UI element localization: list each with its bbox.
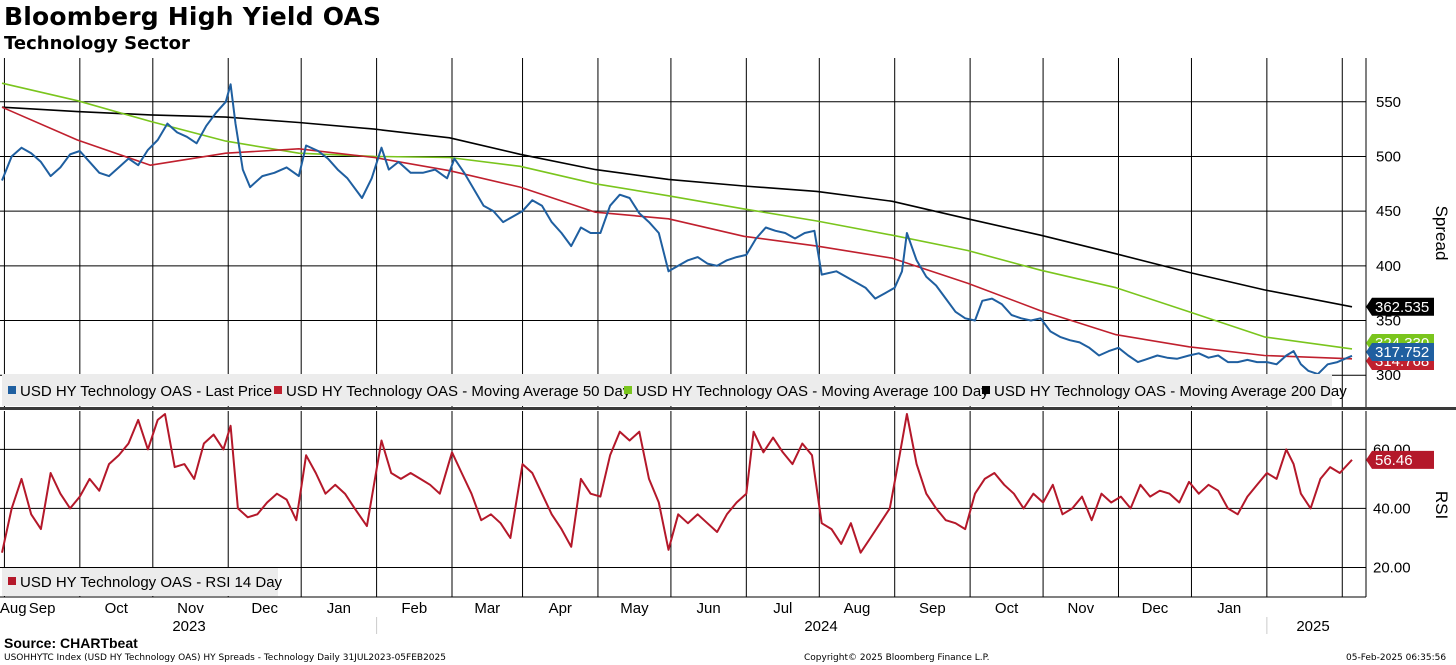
rsi-plot-area xyxy=(0,411,1366,597)
x-tick-label: Dec xyxy=(251,600,278,617)
series-line xyxy=(1,83,1353,376)
legend-swatch xyxy=(8,577,16,585)
x-tick-label: Apr xyxy=(549,600,572,617)
y-tick-label: 550 xyxy=(1376,94,1401,111)
chart-subtitle: Technology Sector xyxy=(4,33,190,54)
y-tick-label: 400 xyxy=(1376,258,1401,275)
timestamp-label: 05-Feb-2025 06:35:56 xyxy=(1346,653,1447,663)
x-tick-label: Mar xyxy=(474,600,500,617)
value-badge-label: 56.46 xyxy=(1375,452,1413,469)
legend-label: USD HY Technology OAS - Last Price xyxy=(20,383,272,400)
legend-label: USD HY Technology OAS - Moving Average 5… xyxy=(286,383,631,400)
x-tick-label: Aug xyxy=(0,600,27,617)
y-axis-title: RSI xyxy=(1432,491,1451,519)
x-tick-label: Aug xyxy=(844,600,871,617)
value-badge xyxy=(1366,343,1434,361)
y-tick-label: 40.00 xyxy=(1373,500,1411,517)
main-legend-box xyxy=(2,374,1332,406)
legend-swatch xyxy=(274,386,282,394)
legend-swatch xyxy=(982,386,990,394)
year-label: 2023 xyxy=(172,618,205,635)
value-badge xyxy=(1366,297,1434,316)
panel-separator xyxy=(0,407,1456,410)
legend-label: USD HY Technology OAS - Moving Average 1… xyxy=(636,383,989,400)
x-tick-label: Jul xyxy=(773,600,792,617)
index-description: USOHHYTC Index (USD HY Technology OAS) H… xyxy=(4,653,446,663)
year-label: 2025 xyxy=(1296,618,1329,635)
rsi-legend-box xyxy=(2,568,278,596)
series-line xyxy=(1,106,1353,308)
y-axis-title: Spread xyxy=(1432,206,1451,261)
x-tick-label: Feb xyxy=(401,600,427,617)
x-tick-label: Sep xyxy=(29,600,56,617)
x-tick-label: Oct xyxy=(995,600,1019,617)
series-line xyxy=(1,106,1353,360)
y-tick-label: 500 xyxy=(1376,148,1401,165)
year-label: 2024 xyxy=(804,618,837,635)
y-tick-label: 300 xyxy=(1376,367,1401,384)
y-tick-label: 20.00 xyxy=(1373,559,1411,576)
x-tick-label: Jan xyxy=(1217,600,1241,617)
legend-swatch xyxy=(624,386,632,394)
x-tick-label: Jun xyxy=(697,600,721,617)
y-tick-label: 350 xyxy=(1376,313,1401,330)
source-label: Source: CHARTbeat xyxy=(4,635,138,651)
x-tick-label: Nov xyxy=(177,600,204,617)
value-badge xyxy=(1366,450,1434,469)
x-tick-label: May xyxy=(620,600,649,617)
y-tick-label: 450 xyxy=(1376,203,1401,220)
copyright-notice: Copyright© 2025 Bloomberg Finance L.P. xyxy=(804,653,990,663)
value-badge-label: 317.752 xyxy=(1375,344,1429,361)
x-tick-label: Jan xyxy=(327,600,351,617)
chart-title: Bloomberg High Yield OAS xyxy=(4,2,382,31)
legend-label: USD HY Technology OAS - Moving Average 2… xyxy=(994,383,1347,400)
main-plot-area xyxy=(0,58,1366,408)
x-tick-label: Nov xyxy=(1067,600,1094,617)
x-tick-label: Sep xyxy=(919,600,946,617)
legend-label: USD HY Technology OAS - RSI 14 Day xyxy=(20,574,283,591)
x-tick-label: Oct xyxy=(105,600,129,617)
legend-swatch xyxy=(8,386,16,394)
value-badge-label: 362.535 xyxy=(1375,299,1429,316)
x-tick-label: Dec xyxy=(1142,600,1169,617)
series-line xyxy=(1,82,1353,350)
series-line xyxy=(1,413,1353,554)
